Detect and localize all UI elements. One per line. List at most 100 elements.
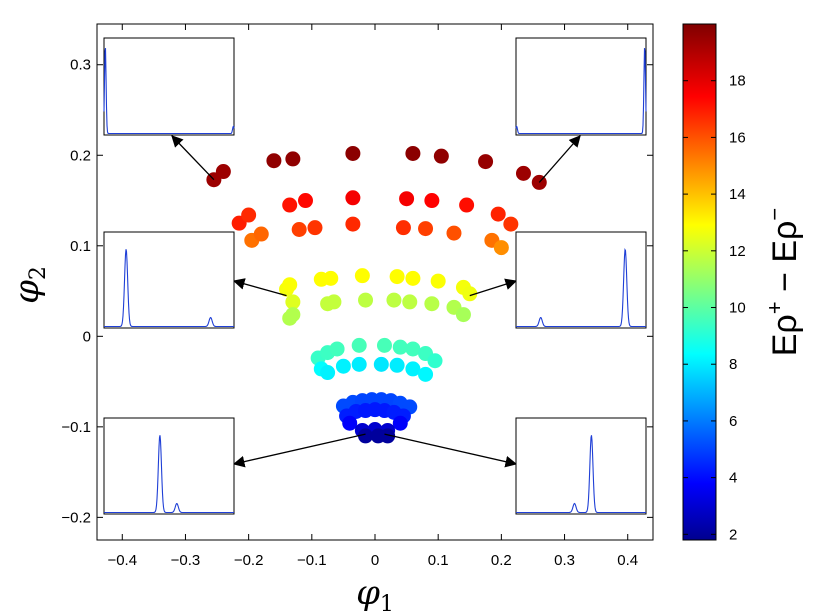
scatter-point-3	[285, 151, 301, 167]
scatter-point-4	[345, 145, 361, 161]
scatter-point-19	[503, 216, 519, 232]
scatter-point-24	[345, 216, 361, 232]
y-tick-label: 0.2	[70, 147, 91, 164]
colorbar-tick-label: 2	[729, 526, 737, 543]
scatter-point-8	[515, 165, 531, 181]
inset-frame	[103, 37, 235, 136]
inset-arrow-mid-right	[469, 278, 518, 297]
scatter-plot: −0.4 −0.3 −0.2 −0.1 0 0.1 0.2 0.3 0.4 −0.2 −0.1 0 0…	[7, 23, 654, 615]
scatter-point-1	[215, 164, 231, 180]
inset-arrow-bottom-left	[232, 433, 366, 468]
scatter-point-37	[430, 273, 446, 289]
scatter-points	[206, 145, 547, 444]
inset-curve	[516, 248, 646, 328]
scatter-point-66	[405, 361, 421, 377]
scatter-point-65	[389, 357, 405, 373]
scatter-point-83	[342, 415, 358, 431]
scatter-point-62	[335, 358, 351, 374]
peak-insets	[103, 37, 647, 515]
x-axis-title: φ1	[356, 573, 394, 615]
inset-frame	[515, 231, 647, 329]
scatter-point-13	[298, 193, 313, 209]
scatter-point-39	[462, 286, 478, 302]
scatter-point-22	[291, 221, 307, 237]
inset-top-left	[103, 37, 235, 136]
scatter-point-11	[241, 207, 257, 223]
x-tick-label: −0.4	[107, 552, 137, 569]
inset-curve	[516, 435, 646, 514]
inset-arrows	[171, 135, 581, 468]
scatter-point-2	[266, 153, 282, 169]
colorbar-tick-label: 14	[729, 186, 746, 203]
scatter-point-59	[427, 353, 443, 369]
colorbar-tick-label: 12	[729, 243, 746, 260]
colorbar-label: Eρ+ − Eρ−	[762, 208, 804, 357]
scatter-point-35	[389, 269, 405, 285]
x-tick-label: 0	[371, 552, 379, 569]
x-tick-label: 0.2	[491, 552, 512, 569]
scatter-point-36	[405, 270, 421, 286]
inset-top-right	[515, 37, 647, 136]
scatter-point-84	[392, 415, 408, 431]
x-tick-label: −0.2	[234, 552, 264, 569]
inset-curve	[103, 48, 235, 135]
inset-curve	[104, 435, 234, 514]
y-tick-label: 0	[83, 328, 91, 345]
colorbar-ticks: 2 4 6 8 10 12 14 16 18	[683, 73, 746, 543]
colorbar-tick-label: 18	[729, 73, 746, 90]
inset-arrow-top-right	[538, 135, 581, 183]
inset-mid-left	[103, 231, 235, 329]
scatter-point-17	[459, 197, 475, 213]
scatter-point-21	[253, 226, 269, 242]
scatter-point-23	[307, 220, 323, 236]
inset-bottom-right	[515, 417, 647, 515]
scatter-point-63	[351, 356, 367, 372]
inset-frame	[515, 417, 647, 515]
scatter-point-14	[345, 190, 361, 206]
x-tick-label: 0.3	[554, 552, 575, 569]
scatter-point-33	[323, 270, 339, 286]
inset-mid-right	[515, 231, 647, 329]
colorbar-tick-label: 4	[729, 470, 737, 487]
y-tick-label: 0.3	[70, 57, 91, 74]
x-axis-ticks: −0.4 −0.3 −0.2 −0.1 0 0.1 0.2 0.3 0.4	[107, 24, 638, 569]
scatter-point-25	[395, 220, 411, 236]
scatter-point-40	[285, 294, 301, 310]
scatter-point-29	[493, 240, 509, 256]
x-tick-label: 0.4	[617, 552, 638, 569]
scatter-point-46	[386, 292, 402, 308]
y-tick-label: −0.1	[61, 419, 91, 436]
y-tick-label: −0.2	[61, 509, 91, 526]
y-axis-ticks: −0.2 −0.1 0 0.1 0.2 0.3	[61, 57, 653, 526]
colorbar-tick-label: 10	[729, 300, 746, 317]
colorbar-tick-label: 6	[729, 413, 737, 430]
colorbar: 2 4 6 8 10 12 14 16 18 Eρ+ − Eρ−	[682, 23, 804, 543]
x-tick-label: 0.1	[428, 552, 449, 569]
scatter-point-67	[418, 366, 434, 382]
colorbar-tick-label: 16	[729, 129, 746, 146]
colorbar-tick-label: 8	[729, 356, 737, 373]
inset-arrow-bottom-right	[384, 433, 518, 468]
scatter-point-26	[418, 221, 434, 237]
inset-frame	[103, 231, 235, 329]
scatter-point-5	[405, 145, 421, 161]
scatter-point-45	[358, 292, 374, 308]
scatter-point-12	[282, 197, 298, 213]
scatter-point-54	[351, 337, 367, 353]
scatter-point-34	[354, 268, 370, 284]
scatter-point-88	[358, 428, 374, 444]
inset-curve	[515, 48, 647, 135]
scatter-point-15	[399, 191, 415, 207]
scatter-point-44	[326, 294, 342, 310]
scatter-point-47	[402, 294, 418, 310]
scatter-point-90	[380, 428, 396, 444]
scatter-point-55	[376, 337, 392, 353]
colorbar-gradient	[682, 23, 717, 541]
scatter-point-64	[373, 356, 389, 372]
scatter-point-31	[282, 277, 298, 293]
x-tick-label: −0.1	[297, 552, 327, 569]
scatter-point-53	[329, 341, 345, 357]
inset-frame	[103, 417, 235, 515]
y-tick-label: 0.1	[70, 238, 91, 255]
